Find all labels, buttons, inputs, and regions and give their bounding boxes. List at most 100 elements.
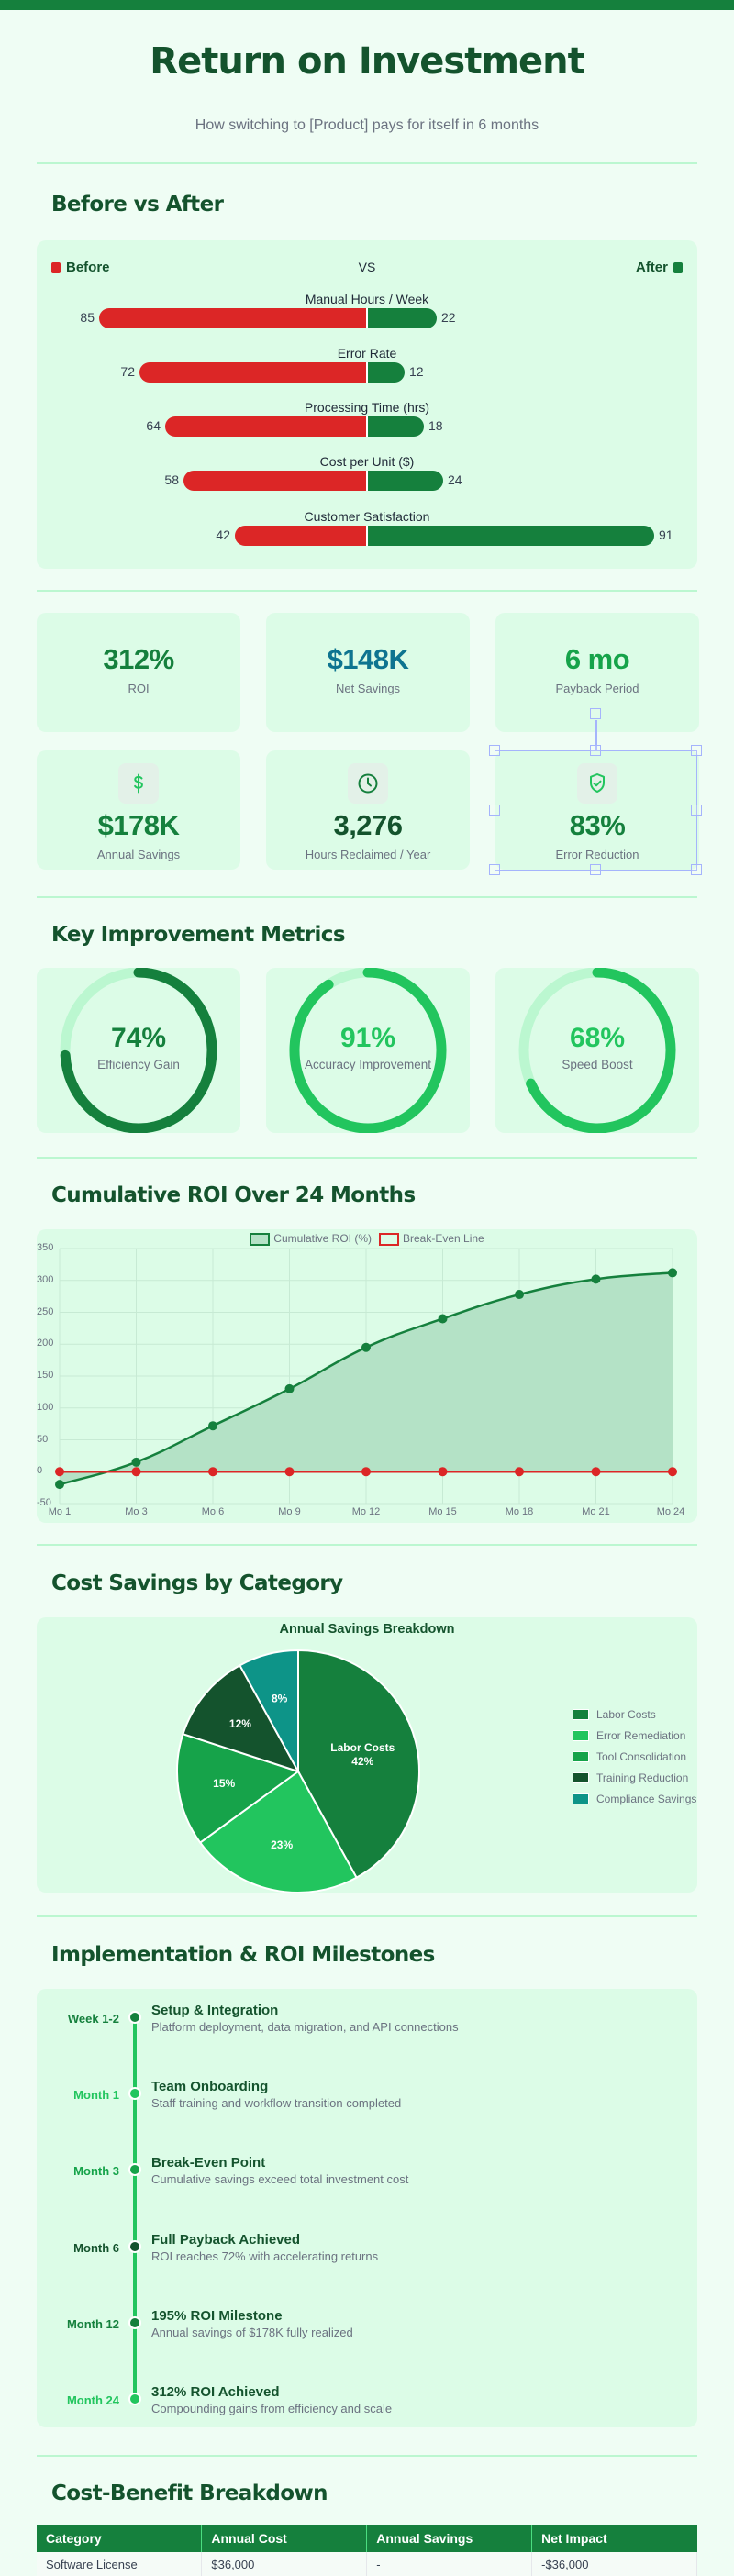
column-header-annual-savings[interactable]: Annual Savings — [366, 2525, 533, 2552]
divider — [37, 2455, 697, 2457]
column-header-category[interactable]: Category — [37, 2525, 203, 2552]
pie-legend-item[interactable]: Compliance Savings — [573, 1788, 696, 1809]
gauge-card-accuracy-improvement: 91% Accuracy Improvement — [266, 968, 470, 1133]
break-even-point[interactable] — [361, 1467, 371, 1477]
milestone-description: ROI reaches 72% with accelerating return… — [151, 2249, 379, 2263]
pie-legend-item[interactable]: Training Reduction — [573, 1767, 696, 1788]
pie-legend-item[interactable]: Error Remediation — [573, 1725, 696, 1746]
milestone-title: Full Payback Achieved — [151, 2232, 301, 2248]
legend-label: Compliance Savings — [596, 1792, 697, 1805]
resize-handle-nw[interactable] — [489, 745, 500, 756]
after-value: 91 — [659, 527, 673, 542]
pie-slice-percent: 8% — [272, 1693, 288, 1705]
pie-legend-item[interactable]: Labor Costs — [573, 1704, 696, 1725]
comparison-label: Cost per Unit ($) — [319, 454, 415, 469]
stat-label: Hours Reclaimed / Year — [305, 848, 431, 861]
break-even-point[interactable] — [668, 1467, 677, 1477]
stat-label: Annual Savings — [96, 848, 181, 861]
resize-handle-se[interactable] — [691, 864, 702, 875]
pie-slice-error-remediation[interactable] — [198, 1770, 358, 1893]
gauge-label: Speed Boost — [562, 1058, 633, 1071]
cell-category: Software License — [37, 2552, 203, 2576]
roi-data-point[interactable] — [361, 1342, 371, 1352]
after-value: 22 — [441, 310, 456, 325]
legend-swatch — [573, 1793, 589, 1804]
x-tick-label: Mo 3 — [125, 1506, 148, 1517]
comparison-row: Customer Satisfaction 42 91 — [37, 509, 697, 555]
cell-annual-cost: $36,000 — [201, 2552, 368, 2576]
milestone-date: Month 3 — [73, 2164, 119, 2178]
legend-item-break-even[interactable]: Break-Even Line — [378, 1232, 484, 1246]
resize-handle-ne[interactable] — [691, 745, 702, 756]
break-even-point[interactable] — [131, 1467, 141, 1477]
milestone-date: Week 1-2 — [67, 2012, 119, 2026]
section-heading-cost-savings: Cost Savings by Category — [51, 1571, 343, 1595]
divider — [37, 590, 697, 592]
resize-handle-e[interactable] — [691, 805, 702, 816]
legend-item-roi[interactable]: Cumulative ROI (%) — [250, 1232, 372, 1246]
y-tick-label: 0 — [37, 1465, 43, 1477]
roi-data-point[interactable] — [131, 1457, 141, 1467]
pie-slice-percent: 23% — [271, 1838, 293, 1851]
gauge-value: 74% — [110, 1023, 167, 1053]
bar-center-divider — [366, 471, 368, 491]
pie-legend-item[interactable]: Tool Consolidation — [573, 1746, 696, 1767]
break-even-point[interactable] — [591, 1467, 601, 1477]
stat-card-payback-period: 6 mo Payback Period — [495, 613, 699, 732]
break-even-point[interactable] — [515, 1467, 524, 1477]
break-even-point[interactable] — [438, 1467, 448, 1477]
roi-data-point[interactable] — [438, 1314, 448, 1324]
stat-label: Error Reduction — [555, 848, 639, 861]
pie-legend: Labor Costs Error Remediation Tool Consoli… — [573, 1704, 696, 1809]
y-tick-label: 150 — [37, 1370, 54, 1381]
timeline-line — [133, 2015, 137, 2401]
clock-icon — [348, 763, 388, 804]
resize-handle-s[interactable] — [590, 864, 601, 875]
resize-handle-n[interactable] — [590, 745, 601, 756]
milestone-item: Month 1 Team Onboarding Staff training and… — [37, 2079, 697, 2123]
x-tick-label: Mo 15 — [428, 1506, 457, 1517]
pie-slice-training-reduction[interactable] — [182, 1663, 301, 1773]
milestone-title: Break-Even Point — [151, 2155, 266, 2171]
after-value: 24 — [448, 472, 462, 487]
pie-slice-tool-consolidation[interactable] — [176, 1732, 301, 1844]
comparison-label: Processing Time (hrs) — [304, 400, 430, 415]
roi-data-point[interactable] — [55, 1480, 64, 1490]
roi-data-point[interactable] — [515, 1290, 524, 1300]
resize-handle-w[interactable] — [489, 805, 500, 816]
legend-swatch — [573, 1750, 589, 1762]
y-tick-label: 200 — [37, 1338, 54, 1349]
legend-vs: VS — [358, 260, 376, 274]
stat-card-hours-reclaimed-year: 3,276 Hours Reclaimed / Year — [266, 750, 470, 870]
pie-slice-compliance-savings[interactable] — [239, 1649, 299, 1772]
roi-data-point[interactable] — [591, 1274, 601, 1284]
rotation-handle[interactable] — [590, 708, 601, 719]
break-even-point[interactable] — [284, 1467, 295, 1477]
legend-before: Before — [51, 260, 110, 275]
gauge-label: Efficiency Gain — [97, 1058, 180, 1071]
bar-center-divider — [366, 308, 368, 328]
comparison-label: Manual Hours / Week — [305, 292, 429, 306]
milestone-item: Month 3 Break-Even Point Cumulative saving… — [37, 2155, 697, 2199]
stat-card-net-savings: $148K Net Savings — [266, 613, 470, 732]
column-header-annual-cost[interactable]: Annual Cost — [201, 2525, 368, 2552]
legend-swatch-roi — [250, 1232, 271, 1246]
pie-slice-labor-costs[interactable] — [297, 1649, 420, 1880]
x-tick-label: Mo 12 — [351, 1506, 381, 1517]
roi-data-point[interactable] — [668, 1268, 677, 1278]
milestone-title: 312% ROI Achieved — [151, 2384, 280, 2400]
comparison-label: Error Rate — [337, 346, 397, 361]
roi-data-point[interactable] — [284, 1383, 295, 1393]
after-bar — [367, 308, 437, 328]
milestone-description: Platform deployment, data migration, and… — [151, 2020, 459, 2034]
comparison-row: Error Rate 72 12 — [37, 346, 697, 392]
roi-data-point[interactable] — [208, 1421, 217, 1431]
page-title: Return on Investment — [150, 40, 584, 83]
legend-label: Labor Costs — [596, 1707, 656, 1721]
resize-handle-sw[interactable] — [489, 864, 500, 875]
stat-card-error-reduction: 83% Error Reduction — [495, 750, 699, 870]
stat-label: ROI — [128, 682, 150, 695]
column-header-net-impact[interactable]: Net Impact — [531, 2525, 697, 2552]
break-even-point[interactable] — [208, 1467, 217, 1477]
break-even-point[interactable] — [55, 1467, 64, 1477]
